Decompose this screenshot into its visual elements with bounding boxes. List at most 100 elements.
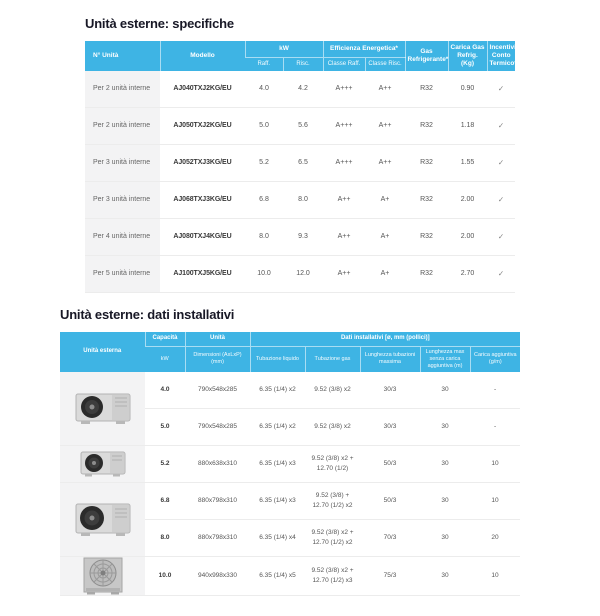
outdoor-unit-side-fan-icon (75, 503, 130, 536)
header-dimensioni: Dimensioni (AxLxP) (mm) (184, 345, 250, 372)
max-pipe-length: 30/3 (360, 408, 420, 446)
units-count: Per 4 unità interne (85, 218, 160, 257)
table-row: 5.0 790x548x285 6.35 (1/4) x2 9.52 (3/8)… (60, 408, 521, 446)
checkmark-icon: ✓ (487, 71, 516, 109)
table-row: Per 5 unità interne AJ100TXJ5KG/EU 10.0 … (85, 255, 516, 294)
header-classe-risc: Classe Risc. (364, 57, 406, 72)
specs-section: Unità esterne: specifiche N° Unità Model… (85, 16, 519, 294)
checkmark-icon: ✓ (487, 107, 516, 146)
header-modello: Modello (159, 41, 245, 72)
additional-charge: - (470, 408, 521, 446)
header-n-unita: N° Unità (85, 41, 160, 72)
table-row: Per 2 unità interne AJ050TXJ2KG/EU 5.0 5… (85, 107, 516, 146)
max-pipe-length: 30/3 (360, 371, 420, 409)
header-kw: kW (145, 345, 185, 372)
gas-refrigerante: R32 (405, 107, 449, 146)
header-unita-esterna: Unità esterna (60, 332, 145, 372)
classe-raff: A+++ (323, 107, 365, 146)
table-row: Per 2 unità interne AJ040TXJ2KG/EU 4.0 4… (85, 71, 516, 109)
capacity-kw: 4.0 (145, 371, 185, 409)
header-tubazione-gas: Tubazione gas (304, 345, 360, 372)
carica-gas: 2.00 (448, 218, 488, 257)
table-row: Per 4 unità interne AJ080TXJ4KG/EU 8.0 9… (85, 218, 516, 257)
gas-refrigerante: R32 (405, 255, 449, 294)
additional-charge: 10 (470, 445, 521, 483)
outdoor-unit-side-fan-icon (75, 393, 130, 424)
kw-raff: 6.8 (245, 181, 283, 220)
classe-raff: A++ (323, 255, 365, 294)
table-row: 4.0 790x548x285 6.35 (1/4) x2 9.52 (3/8)… (60, 371, 521, 446)
header-lunghezza-massima: Lunghezza tubazioni massima (359, 345, 420, 372)
classe-raff: A+++ (323, 71, 365, 109)
classe-raff: A++ (323, 218, 365, 257)
max-pipe-length: 70/3 (360, 519, 420, 557)
table-row: 10.0 940x998x330 6.35 (1/4) x5 9.52 (3/8… (60, 556, 521, 596)
carica-gas: 1.55 (448, 144, 488, 183)
classe-risc: A+ (365, 218, 406, 257)
max-length-no-charge: 30 (420, 445, 470, 483)
header-efficienza-group: Efficienza Energetica* (322, 41, 406, 58)
capacity-kw: 5.2 (145, 445, 185, 483)
capacity-kw: 6.8 (145, 482, 185, 520)
additional-charge: - (470, 371, 521, 409)
outdoor-unit-front-grille-icon (83, 557, 122, 594)
capacity-kw: 10.0 (145, 556, 185, 596)
kw-risc: 6.5 (283, 144, 323, 183)
kw-risc: 9.3 (283, 218, 323, 257)
header-classe-raff: Classe Raff. (322, 57, 365, 72)
model-code: AJ040TXJ2KG/EU (160, 71, 245, 109)
specs-table-header: N° Unità Modello kW Efficienza Energetic… (85, 41, 519, 72)
max-length-no-charge: 30 (420, 408, 470, 446)
max-pipe-length: 50/3 (360, 445, 420, 483)
classe-raff: A+++ (323, 144, 365, 183)
table-row: 6.8 880x798x310 6.35 (1/4) x3 9.52 (3/8)… (60, 482, 521, 557)
model-code: AJ068TXJ3KG/EU (160, 181, 245, 220)
table-row: 8.0 880x798x310 6.35 (1/4) x4 9.52 (3/8)… (60, 519, 521, 557)
classe-risc: A++ (365, 107, 406, 146)
header-unita-group: Unità (184, 332, 250, 347)
gas-pipe: 9.52 (3/8) x2 (305, 408, 360, 446)
model-code: AJ050TXJ2KG/EU (160, 107, 245, 146)
carica-gas: 1.18 (448, 107, 488, 146)
header-raff: Raff. (245, 57, 283, 72)
installation-table: Unità esterna Capacità Unità Dati instal… (60, 332, 521, 596)
additional-charge: 10 (470, 556, 521, 596)
checkmark-icon: ✓ (487, 181, 516, 220)
gas-pipe: 9.52 (3/8) x2 (305, 371, 360, 409)
liquid-pipe: 6.35 (1/4) x3 (250, 445, 305, 483)
kw-risc: 12.0 (283, 255, 323, 294)
max-pipe-length: 50/3 (360, 482, 420, 520)
liquid-pipe: 6.35 (1/4) x5 (250, 556, 305, 596)
kw-raff: 4.0 (245, 71, 283, 109)
checkmark-icon: ✓ (487, 255, 516, 294)
classe-risc: A+ (365, 255, 406, 294)
gas-pipe: 9.52 (3/8) x2 + 12.70 (1/2) (305, 445, 360, 483)
outdoor-unit-photo (60, 556, 145, 596)
kw-raff: 5.0 (245, 107, 283, 146)
kw-raff: 8.0 (245, 218, 283, 257)
header-tubazione-liquido: Tubazione liquido (249, 345, 305, 372)
model-code: AJ100TXJ5KG/EU (160, 255, 245, 294)
specs-table: N° Unità Modello kW Efficienza Energetic… (85, 41, 519, 294)
outdoor-unit-photo (60, 482, 145, 557)
max-length-no-charge: 30 (420, 482, 470, 520)
capacity-kw: 5.0 (145, 408, 185, 446)
gas-refrigerante: R32 (405, 218, 449, 257)
max-length-no-charge: 30 (420, 519, 470, 557)
units-count: Per 3 unità interne (85, 181, 160, 220)
gas-pipe: 9.52 (3/8) x2 + 12.70 (1/2) x2 (305, 519, 360, 557)
header-dati-installativi-group: Dati installativi [ø, mm (pollici)] (249, 332, 521, 347)
max-length-no-charge: 30 (420, 556, 470, 596)
classe-raff: A++ (323, 181, 365, 220)
installation-section: Unità esterne: dati installativi Unità e… (60, 307, 521, 596)
carica-gas: 2.70 (448, 255, 488, 294)
additional-charge: 10 (470, 482, 521, 520)
gas-refrigerante: R32 (405, 181, 449, 220)
specs-title: Unità esterne: specifiche (85, 16, 234, 31)
checkmark-icon: ✓ (487, 218, 516, 257)
liquid-pipe: 6.35 (1/4) x3 (250, 482, 305, 520)
header-gas: Gas Refrigerante* (404, 41, 448, 72)
outdoor-unit-side-fan-icon (80, 451, 125, 477)
gas-refrigerante: R32 (405, 71, 449, 109)
carica-gas: 2.00 (448, 181, 488, 220)
